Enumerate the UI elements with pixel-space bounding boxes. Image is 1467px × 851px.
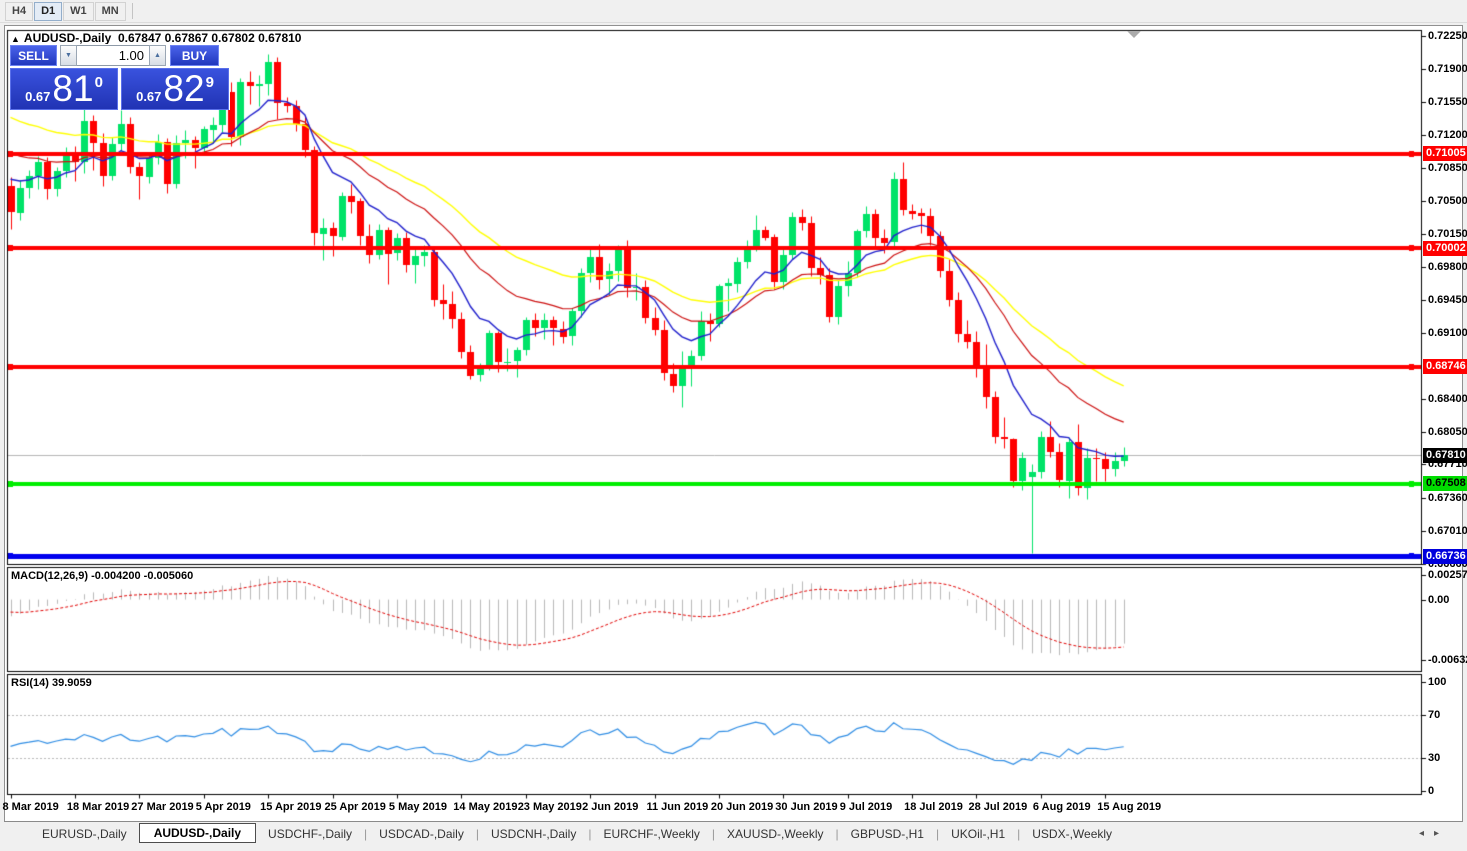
buy-price-prefix: 0.67 bbox=[136, 89, 162, 104]
tab-ukoil-h1[interactable]: UKOil-,H1 bbox=[939, 825, 1017, 843]
timeframe-button-w1[interactable]: W1 bbox=[63, 1, 94, 21]
trade-panel-top-row: SELL ▼ ▲ BUY bbox=[10, 45, 229, 66]
symbol-tab-bar: EURUSD-,Daily AUDUSD-,Daily USDCHF-,Daily |… bbox=[4, 821, 1463, 845]
tab-scroll-arrows[interactable]: ◂▸ bbox=[1419, 828, 1449, 839]
tab-divider: | bbox=[364, 826, 368, 841]
volume-decrease-button[interactable]: ▼ bbox=[60, 45, 77, 66]
tab-audusd-daily[interactable]: AUDUSD-,Daily bbox=[138, 822, 257, 843]
sell-price-big: 81 bbox=[52, 68, 94, 109]
tab-gbpusd-h1[interactable]: GBPUSD-,H1 bbox=[839, 825, 936, 843]
sell-price-pip: 0 bbox=[94, 74, 103, 91]
tab-usdcad-daily[interactable]: USDCAD-,Daily bbox=[367, 825, 476, 843]
chart-shift-marker-icon[interactable] bbox=[1127, 31, 1141, 38]
collapse-arrow-icon[interactable]: ▲ bbox=[11, 34, 20, 44]
sell-price-display[interactable]: 0.67 81 0 bbox=[10, 68, 118, 110]
timeframe-button-d1[interactable]: D1 bbox=[34, 1, 63, 21]
timeframe-button-mn[interactable]: MN bbox=[94, 1, 126, 21]
macd-indicator-label: MACD(12,26,9) -0.004200 -0.005060 bbox=[11, 570, 194, 582]
tab-xauusd-weekly[interactable]: XAUUSD-,Weekly bbox=[715, 825, 835, 843]
tab-divider: | bbox=[1017, 826, 1021, 841]
tab-divider: | bbox=[711, 826, 716, 841]
volume-increase-button[interactable]: ▲ bbox=[149, 45, 166, 66]
chart-title: ▲ AUDUSD-,Daily 0.67847 0.67867 0.67802 0… bbox=[11, 31, 301, 45]
tab-divider: | bbox=[475, 826, 479, 841]
trade-panel-quote-row: 0.67 81 0 0.67 82 9 bbox=[10, 68, 229, 110]
tab-usdchf-daily[interactable]: USDCHF-,Daily bbox=[256, 825, 364, 843]
tab-divider: | bbox=[835, 826, 839, 841]
down-arrow-icon: ▼ bbox=[65, 52, 72, 59]
tab-usdx-weekly[interactable]: USDX-,Weekly bbox=[1020, 825, 1124, 843]
rsi-indicator-label: RSI(14) 39.9059 bbox=[11, 677, 92, 689]
tab-usdcnh-daily[interactable]: USDCNH-,Daily bbox=[479, 825, 588, 843]
tab-scroll-left-icon[interactable]: ◂ bbox=[1418, 828, 1434, 839]
timeframe-button-h4[interactable]: H4 bbox=[5, 1, 34, 21]
tab-eurchf-weekly[interactable]: EURCHF-,Weekly bbox=[591, 825, 711, 843]
buy-button[interactable]: BUY bbox=[170, 45, 219, 66]
timeframe-toolbar: H4 D1 W1 MN bbox=[0, 0, 1467, 23]
tab-scroll-right-icon[interactable]: ▸ bbox=[1433, 828, 1449, 839]
status-bar bbox=[0, 845, 1467, 851]
buy-price-display[interactable]: 0.67 82 9 bbox=[121, 68, 229, 110]
volume-input[interactable] bbox=[77, 45, 149, 66]
tab-divider: | bbox=[588, 826, 592, 841]
chart-title-quotes: 0.67847 0.67867 0.67802 0.67810 bbox=[117, 31, 302, 45]
tab-divider: | bbox=[935, 826, 940, 841]
sell-button[interactable]: SELL bbox=[10, 45, 57, 66]
tab-eurusd-daily[interactable]: EURUSD-,Daily bbox=[30, 825, 139, 843]
buy-price-big: 82 bbox=[163, 68, 205, 109]
buy-price-pip: 9 bbox=[205, 74, 214, 91]
toolbar-separator bbox=[131, 3, 133, 19]
up-arrow-icon: ▲ bbox=[154, 52, 161, 59]
chart-title-symbol: AUDUSD-,Daily bbox=[23, 31, 112, 45]
sell-price-prefix: 0.67 bbox=[25, 89, 51, 104]
